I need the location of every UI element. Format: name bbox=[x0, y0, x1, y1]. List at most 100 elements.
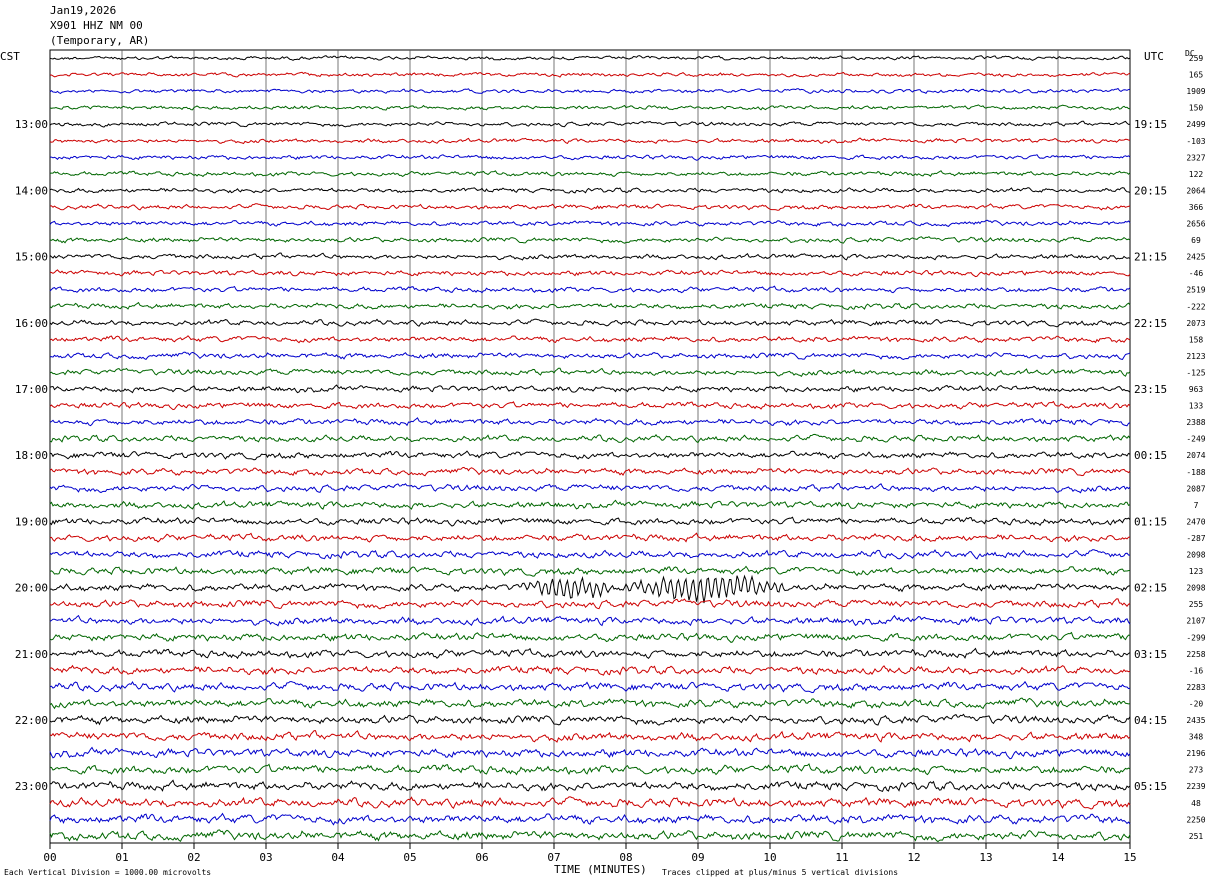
dc-offset-label: 133 bbox=[1189, 402, 1204, 411]
seismic-trace bbox=[49, 614, 1131, 627]
seismic-trace bbox=[49, 483, 1131, 494]
dc-offset-label: 1909 bbox=[1186, 87, 1205, 96]
plot-frame bbox=[49, 49, 1131, 844]
seismic-trace bbox=[49, 812, 1131, 826]
left-hour-label: 21:00 bbox=[15, 648, 48, 661]
right-hour-label: 21:15 bbox=[1134, 251, 1167, 264]
clip-note: Traces clipped at plus/minus 5 vertical … bbox=[662, 868, 899, 877]
dc-offset-label: -20 bbox=[1189, 699, 1204, 708]
seismic-trace bbox=[49, 713, 1131, 726]
seismic-trace bbox=[49, 598, 1131, 610]
right-timezone-label: UTC bbox=[1144, 50, 1164, 63]
left-hour-label: 16:00 bbox=[15, 317, 48, 330]
seismic-trace bbox=[49, 516, 1131, 527]
dc-offset-label: 2098 bbox=[1186, 584, 1205, 593]
dc-offset-label: 123 bbox=[1189, 567, 1204, 576]
left-hour-label: 23:00 bbox=[15, 780, 48, 793]
dc-offset-label: 259 bbox=[1189, 54, 1204, 63]
seismic-trace bbox=[49, 796, 1131, 810]
left-hour-label: 14:00 bbox=[15, 184, 48, 197]
seismic-trace bbox=[49, 829, 1131, 843]
x-tick-label: 11 bbox=[835, 851, 848, 864]
dc-offset-label: 69 bbox=[1191, 236, 1201, 245]
dc-offset-label: 158 bbox=[1189, 335, 1204, 344]
seismic-trace bbox=[49, 647, 1131, 660]
dc-offset-label: 2327 bbox=[1186, 153, 1205, 162]
seismic-trace bbox=[49, 87, 1131, 94]
x-tick-label: 14 bbox=[1051, 851, 1065, 864]
dc-offset-label: 2074 bbox=[1186, 451, 1205, 460]
seismic-trace bbox=[49, 187, 1131, 194]
station-label: X901 HHZ NM 00 bbox=[50, 19, 143, 32]
x-tick-label: 01 bbox=[115, 851, 128, 864]
seismic-trace bbox=[49, 779, 1131, 793]
dc-offset-label: 2425 bbox=[1186, 253, 1205, 262]
seismic-trace bbox=[49, 433, 1131, 444]
left-hour-label: 13:00 bbox=[15, 118, 48, 131]
left-hour-label: 15:00 bbox=[15, 251, 48, 264]
seismic-trace bbox=[49, 71, 1131, 78]
seismic-trace bbox=[49, 170, 1131, 178]
right-hour-label: 20:15 bbox=[1134, 184, 1167, 197]
location-label: (Temporary, AR) bbox=[50, 34, 150, 47]
seismic-trace bbox=[49, 236, 1131, 244]
seismic-trace bbox=[49, 565, 1131, 577]
right-hour-label: 04:15 bbox=[1134, 714, 1167, 727]
dc-offset-label: -103 bbox=[1186, 137, 1205, 146]
dc-offset-label: 165 bbox=[1189, 71, 1204, 80]
dc-offset-label: 2098 bbox=[1186, 551, 1205, 560]
dc-offset-label: -16 bbox=[1189, 666, 1204, 675]
dc-offset-label: -249 bbox=[1186, 435, 1205, 444]
dc-offset-label: 2388 bbox=[1186, 418, 1205, 427]
dc-offset-label: 366 bbox=[1189, 203, 1204, 212]
right-hour-label: 03:15 bbox=[1134, 648, 1167, 661]
right-hour-label: 00:15 bbox=[1134, 449, 1167, 462]
seismic-trace bbox=[49, 417, 1131, 427]
date-label: Jan19,2026 bbox=[50, 4, 117, 17]
seismic-trace bbox=[49, 450, 1131, 461]
seismic-trace bbox=[49, 104, 1131, 111]
right-hour-label: 01:15 bbox=[1134, 515, 1167, 528]
right-hour-label: 02:15 bbox=[1134, 582, 1167, 595]
dc-offset-label: 251 bbox=[1189, 832, 1204, 841]
left-hour-label: 20:00 bbox=[15, 582, 48, 595]
left-hour-label: 19:00 bbox=[15, 515, 48, 528]
dc-offset-label: 122 bbox=[1189, 170, 1204, 179]
x-tick-label: 09 bbox=[691, 851, 704, 864]
seismic-trace bbox=[49, 269, 1131, 278]
dc-offset-label: 2519 bbox=[1186, 286, 1205, 295]
dc-offset-label: 2073 bbox=[1186, 319, 1205, 328]
dc-offset-label: 348 bbox=[1189, 733, 1204, 742]
dc-offset-label: 273 bbox=[1189, 766, 1204, 775]
seismic-trace bbox=[49, 746, 1131, 760]
dc-offset-label: 2239 bbox=[1186, 782, 1205, 791]
seismic-trace bbox=[49, 252, 1131, 261]
seismic-trace bbox=[49, 335, 1131, 344]
dc-offset-label: 2087 bbox=[1186, 484, 1205, 493]
dc-offset-label: 255 bbox=[1189, 600, 1204, 609]
x-tick-label: 02 bbox=[187, 851, 200, 864]
x-tick-label: 08 bbox=[619, 851, 632, 864]
dc-offset-label: 2656 bbox=[1186, 220, 1205, 229]
dc-offset-label: 150 bbox=[1189, 104, 1204, 113]
seismic-trace bbox=[49, 697, 1131, 710]
x-tick-label: 13 bbox=[979, 851, 992, 864]
seismic-trace bbox=[49, 384, 1131, 394]
x-tick-label: 07 bbox=[547, 851, 560, 864]
seismic-trace bbox=[50, 154, 1131, 161]
dc-offset-label: 48 bbox=[1191, 799, 1201, 808]
seismic-trace bbox=[49, 367, 1131, 378]
seismic-trace bbox=[49, 55, 1131, 61]
right-hour-label: 05:15 bbox=[1134, 780, 1167, 793]
right-hour-label: 23:15 bbox=[1134, 383, 1167, 396]
dc-offset-label: 2123 bbox=[1186, 352, 1205, 361]
x-axis-title: TIME (MINUTES) bbox=[554, 863, 647, 876]
left-hour-label: 17:00 bbox=[15, 383, 48, 396]
left-hour-label: 18:00 bbox=[15, 449, 48, 462]
dc-label: DC bbox=[1185, 49, 1195, 58]
seismic-trace bbox=[49, 351, 1131, 361]
seismic-trace bbox=[49, 499, 1131, 510]
seismic-trace bbox=[49, 137, 1131, 145]
seismic-trace bbox=[49, 680, 1131, 694]
